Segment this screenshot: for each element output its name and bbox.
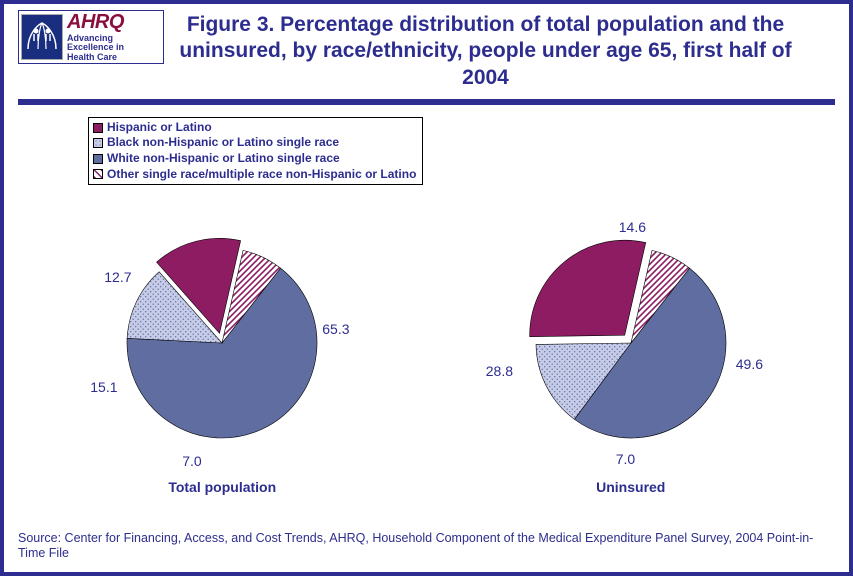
slice-value-label: 7.0 bbox=[616, 451, 635, 467]
slice-value-label: 15.1 bbox=[90, 379, 117, 395]
pie-slice bbox=[529, 240, 645, 336]
legend-item: Hispanic or Latino bbox=[93, 120, 416, 136]
figure-frame: AHRQ Advancing Excellence in Health Care… bbox=[0, 0, 853, 576]
slice-value-label: 28.8 bbox=[486, 363, 513, 379]
legend-label: Hispanic or Latino bbox=[107, 120, 212, 136]
header: AHRQ Advancing Excellence in Health Care… bbox=[18, 10, 835, 91]
hhs-logo-icon bbox=[21, 14, 63, 60]
legend-item: Black non-Hispanic or Latino single race bbox=[93, 135, 416, 151]
pie-svg bbox=[516, 228, 746, 458]
slice-value-label: 49.6 bbox=[736, 356, 763, 372]
legend-swatch bbox=[93, 169, 103, 179]
figure-title: Figure 3. Percentage distribution of tot… bbox=[176, 12, 835, 91]
divider bbox=[18, 99, 835, 105]
legend-label: Other single race/multiple race non-Hisp… bbox=[107, 167, 416, 183]
pie-uninsured: 49.6 14.6 28.8 7.0 Uninsured bbox=[451, 221, 811, 511]
slice-value-label: 12.7 bbox=[104, 269, 131, 285]
charts-area: 65.3 12.7 15.1 7.0 Total population 49.6 14.6… bbox=[18, 195, 835, 537]
pie-total-population: 65.3 12.7 15.1 7.0 Total population bbox=[42, 221, 402, 511]
chart-title: Uninsured bbox=[451, 479, 811, 495]
pie-svg bbox=[107, 228, 337, 458]
chart-title: Total population bbox=[42, 479, 402, 495]
ahrq-brand: AHRQ bbox=[67, 12, 124, 32]
legend-swatch bbox=[93, 154, 103, 164]
slice-value-label: 7.0 bbox=[182, 453, 201, 469]
logo-block: AHRQ Advancing Excellence in Health Care bbox=[18, 10, 164, 64]
legend-swatch bbox=[93, 138, 103, 148]
legend-label: White non-Hispanic or Latino single race bbox=[107, 151, 340, 167]
legend-swatch bbox=[93, 123, 103, 133]
ahrq-tagline: Advancing Excellence in Health Care bbox=[67, 34, 124, 62]
legend-label: Black non-Hispanic or Latino single race bbox=[107, 135, 339, 151]
ahrq-text: AHRQ Advancing Excellence in Health Care bbox=[67, 12, 124, 62]
legend-item: White non-Hispanic or Latino single race bbox=[93, 151, 416, 167]
slice-value-label: 14.6 bbox=[619, 219, 646, 235]
source-text: Source: Center for Financing, Access, an… bbox=[18, 531, 835, 562]
legend: Hispanic or LatinoBlack non-Hispanic or … bbox=[88, 117, 423, 185]
slice-value-label: 65.3 bbox=[322, 321, 349, 337]
legend-item: Other single race/multiple race non-Hisp… bbox=[93, 167, 416, 183]
